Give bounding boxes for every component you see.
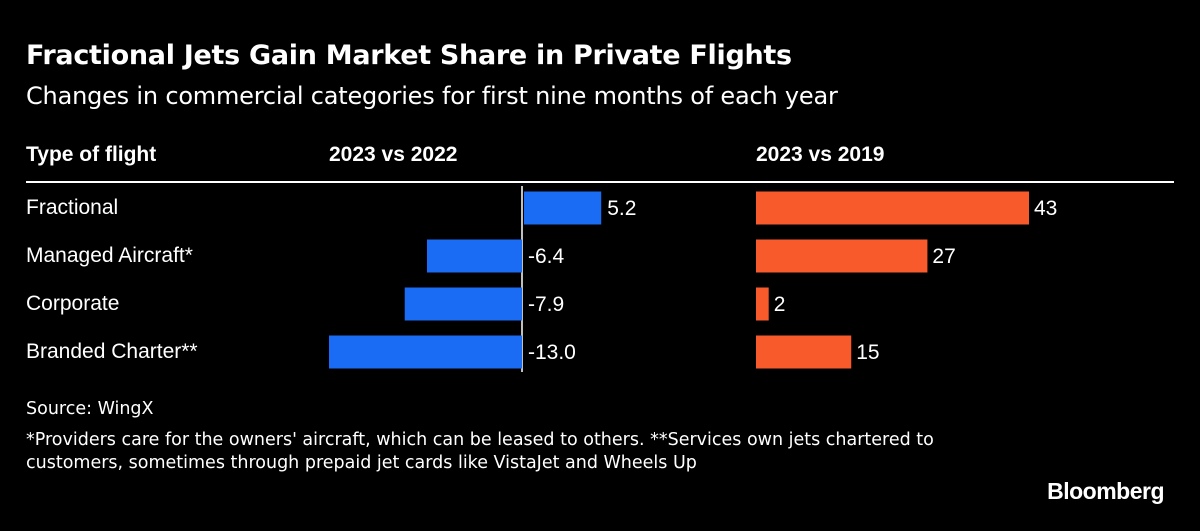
bar-2023-vs-2022-branded-charter <box>329 335 522 369</box>
category-label-managed-aircraft: Managed Aircraft* <box>26 244 193 267</box>
bar-2023-vs-2022-managed-aircraft <box>426 239 522 273</box>
data-label-2023-vs-2019-fractional: 43 <box>1034 197 1057 220</box>
data-label-2023-vs-2022-fractional: 5.2 <box>607 197 636 220</box>
category-label-fractional: Fractional <box>26 196 118 219</box>
chart-subtitle: Changes in commercial categories for fir… <box>26 82 838 110</box>
bar-2023-vs-2022-fractional <box>524 191 602 225</box>
bar-2023-vs-2022-corporate <box>404 287 522 321</box>
data-label-2023-vs-2022-branded-charter: -13.0 <box>528 341 576 364</box>
data-label-2023-vs-2019-managed-aircraft: 27 <box>932 245 955 268</box>
bar-2023-vs-2019-fractional <box>756 191 1029 225</box>
data-label-2023-vs-2019-branded-charter: 15 <box>856 341 879 364</box>
row-header: Type of flight <box>26 143 157 166</box>
data-label-2023-vs-2022-corporate: -7.9 <box>528 293 564 316</box>
category-label-corporate: Corporate <box>26 292 119 315</box>
chart-title: Fractional Jets Gain Market Share in Pri… <box>26 40 792 71</box>
bar-chart: Fractional Managed Aircraft* Corporate Bran… <box>26 181 1174 372</box>
bar-2023-vs-2019-managed-aircraft <box>756 239 928 273</box>
bloomberg-logo: Bloomberg <box>1047 478 1164 504</box>
data-label-2023-vs-2022-managed-aircraft: -6.4 <box>528 245 565 268</box>
footnote: *Providers care for the owners' aircraft… <box>26 430 934 473</box>
bar-2023-vs-2019-branded-charter <box>756 335 852 369</box>
source-note: Source: WingX <box>26 399 154 419</box>
bar-2023-vs-2019-corporate <box>756 287 769 321</box>
series-header-2023-vs-2022: 2023 vs 2022 <box>329 143 458 166</box>
category-label-branded-charter: Branded Charter** <box>26 340 198 363</box>
data-label-2023-vs-2019-corporate: 2 <box>774 293 786 316</box>
series-header-2023-vs-2019: 2023 vs 2019 <box>756 143 885 166</box>
